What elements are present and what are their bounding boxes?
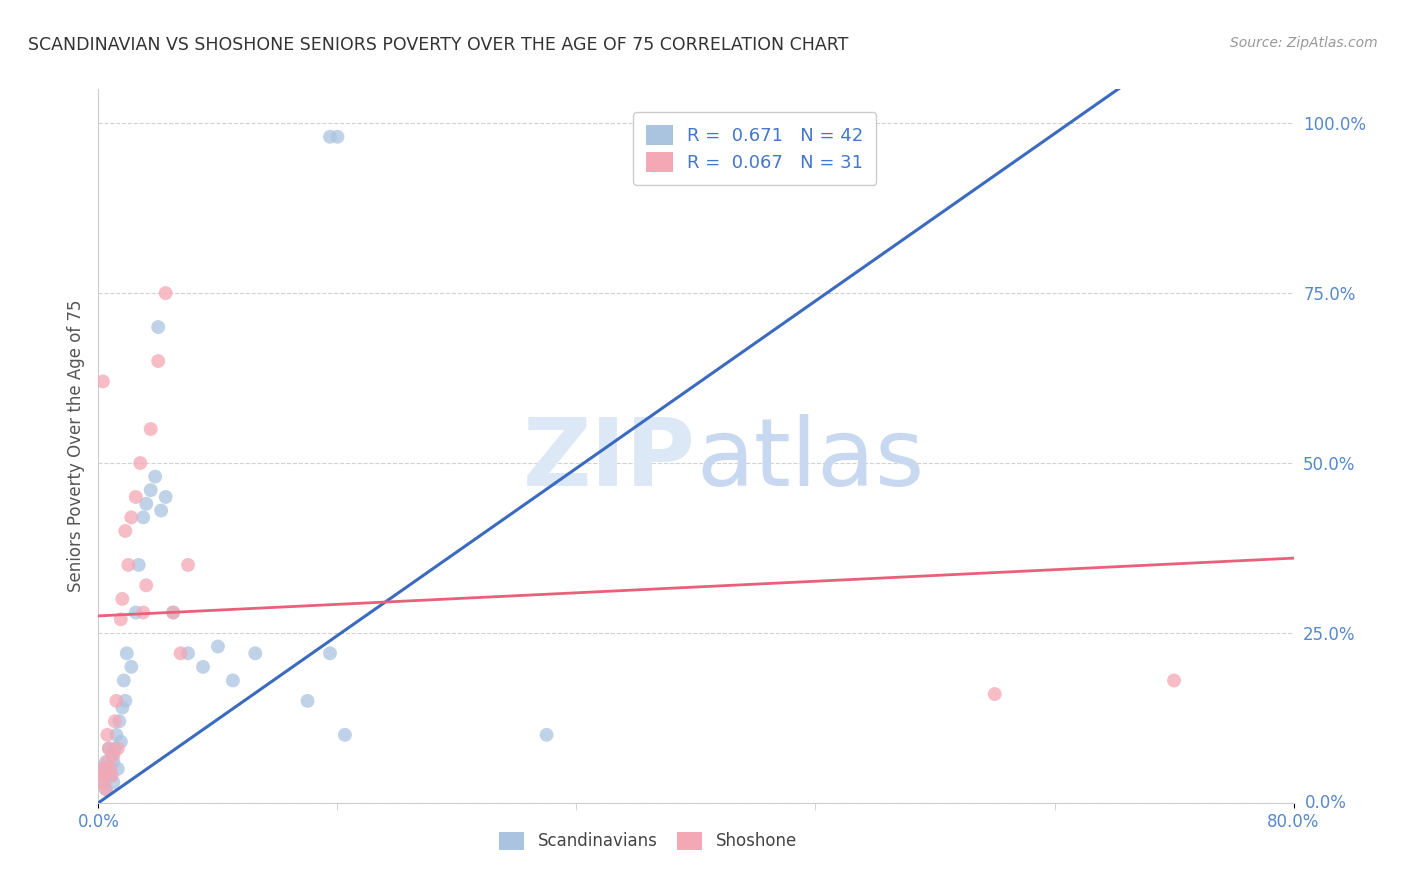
Point: [129, 456, 152, 470]
Point: [90, 775, 112, 789]
Point: [101, 748, 124, 763]
Point: [111, 700, 134, 714]
Point: [245, 646, 267, 660]
Point: [177, 646, 200, 660]
Point: [114, 694, 136, 708]
Point: [135, 497, 157, 511]
Point: [319, 129, 342, 144]
Point: [104, 741, 127, 756]
Point: [155, 286, 177, 301]
Text: atlas: atlas: [696, 414, 924, 507]
Y-axis label: Seniors Poverty Over the Age of 75: Seniors Poverty Over the Age of 75: [66, 300, 84, 592]
Point: [191, 660, 214, 674]
Point: [98, 769, 122, 783]
Point: [90, 762, 112, 776]
Point: [150, 503, 173, 517]
Point: [139, 422, 162, 436]
Point: [91, 375, 114, 389]
Point: [135, 578, 157, 592]
Point: [110, 612, 132, 626]
Point: [162, 606, 184, 620]
Point: [91, 762, 114, 776]
Point: [111, 591, 134, 606]
Point: [155, 490, 177, 504]
Point: [97, 741, 120, 756]
Point: [125, 606, 148, 620]
Point: [132, 606, 155, 620]
Point: [103, 748, 125, 763]
Point: [139, 483, 162, 498]
Point: [143, 469, 166, 483]
Point: [162, 606, 184, 620]
Point: [114, 524, 136, 538]
Point: [96, 755, 118, 769]
Point: [103, 775, 125, 789]
Text: SCANDINAVIAN VS SHOSHONE SENIORS POVERTY OVER THE AGE OF 75 CORRELATION CHART: SCANDINAVIAN VS SHOSHONE SENIORS POVERTY…: [28, 36, 848, 54]
Point: [125, 490, 148, 504]
Point: [101, 769, 124, 783]
Point: [105, 694, 128, 708]
Point: [115, 646, 138, 660]
Point: [132, 510, 155, 524]
Point: [96, 762, 118, 776]
Point: [148, 354, 170, 368]
Point: [98, 762, 122, 776]
Point: [94, 782, 117, 797]
Point: [97, 741, 120, 756]
Point: [222, 673, 245, 688]
Legend: Scandinavians, Shoshone: Scandinavians, Shoshone: [491, 823, 806, 859]
Point: [104, 714, 127, 729]
Point: [110, 734, 132, 748]
Point: [103, 755, 125, 769]
Point: [93, 775, 115, 789]
Point: [177, 558, 200, 572]
Point: [94, 782, 117, 797]
Point: [326, 129, 349, 144]
Point: [536, 728, 558, 742]
Point: [96, 728, 118, 742]
Point: [297, 694, 319, 708]
Point: [207, 640, 229, 654]
Point: [128, 558, 150, 572]
Text: 0.0%: 0.0%: [1305, 794, 1347, 812]
Point: [91, 769, 114, 783]
Point: [112, 673, 135, 688]
Point: [1163, 673, 1185, 688]
Point: [148, 320, 170, 334]
Text: Source: ZipAtlas.com: Source: ZipAtlas.com: [1230, 36, 1378, 50]
Point: [120, 510, 142, 524]
Point: [108, 714, 131, 729]
Point: [105, 728, 128, 742]
Text: ZIP: ZIP: [523, 414, 696, 507]
Point: [984, 687, 1007, 701]
Point: [93, 769, 115, 783]
Point: [333, 728, 356, 742]
Point: [94, 755, 117, 769]
Point: [120, 660, 142, 674]
Point: [169, 646, 191, 660]
Point: [319, 646, 342, 660]
Point: [107, 741, 129, 756]
Point: [117, 558, 139, 572]
Point: [107, 762, 129, 776]
